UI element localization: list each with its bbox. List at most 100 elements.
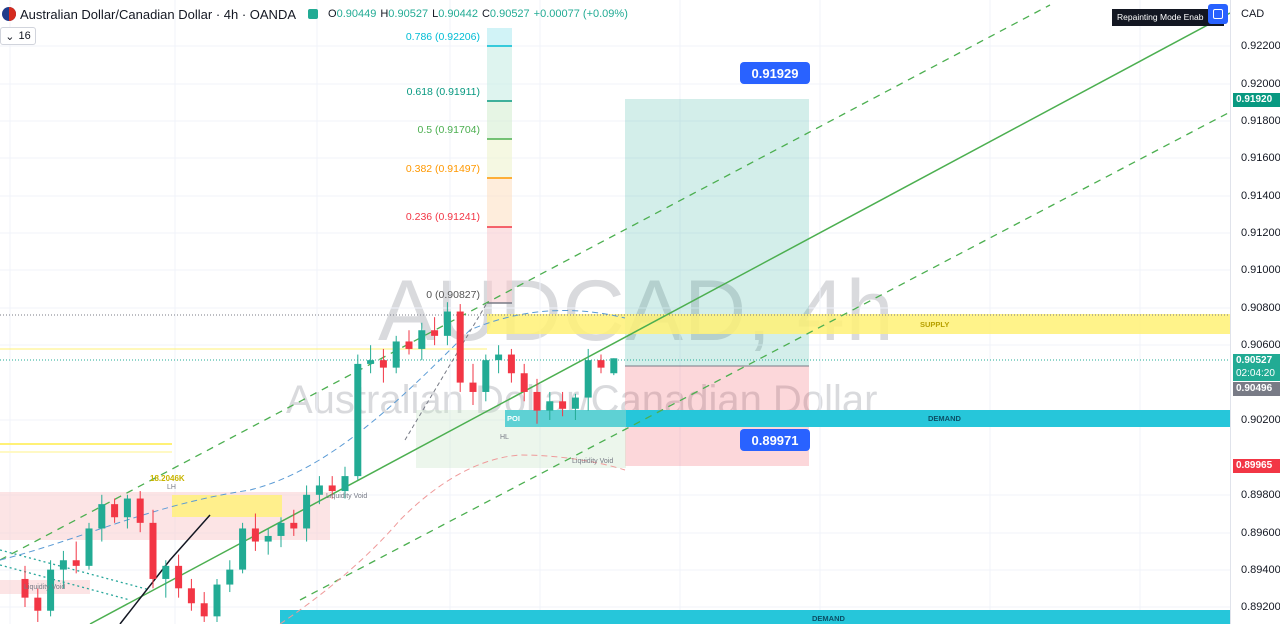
liquidity-void-label-3: Liquidity Void	[24, 584, 66, 591]
target-price-tag: 0.91920	[1233, 93, 1280, 107]
candle-body	[290, 522, 298, 529]
candle-body	[85, 528, 93, 566]
channel-lower-line	[299, 111, 1230, 601]
chart-area[interactable]: AUDCAD, 4h Australian Dollar/Canadian Do…	[0, 0, 1230, 624]
candle-body	[277, 522, 285, 536]
reference-price-tag: 0.90496	[1233, 382, 1280, 396]
chevron-down-icon: ⌄	[5, 30, 15, 43]
price-tick: 0.89400	[1241, 564, 1280, 576]
fib-band-382	[487, 139, 512, 178]
candle-body	[98, 504, 106, 529]
channel-upper-line	[0, 4, 1051, 561]
ohlc-low: L0.90442	[432, 8, 478, 20]
fib-band-236	[487, 178, 512, 227]
candle-body	[226, 569, 234, 585]
target-price-callout[interactable]: 0.91929	[740, 62, 810, 84]
price-tick: 0.91000	[1241, 264, 1280, 276]
price-tick: 0.92200	[1241, 40, 1280, 52]
candle-body	[379, 360, 387, 368]
indicator-count: 16	[18, 30, 31, 42]
candle-body	[72, 560, 80, 566]
fib-source-line	[404, 302, 488, 441]
liquidity-void-zone	[416, 410, 626, 468]
candle-body	[303, 494, 311, 529]
fib-band-786	[487, 28, 512, 46]
ohlc-change: +0.00077 (+0.09%)	[533, 8, 628, 20]
symbol-title[interactable]: Australian Dollar/Canadian Dollar · 4h ·…	[20, 6, 297, 22]
candles-group	[21, 302, 618, 622]
candle-body	[264, 535, 272, 542]
candle-body	[354, 363, 362, 477]
candle-body	[418, 330, 426, 349]
candle-body	[559, 401, 567, 409]
symbol-header: Australian Dollar/Canadian Dollar · 4h ·…	[0, 0, 1100, 28]
repaint-toggle-button[interactable]	[1208, 4, 1228, 24]
candle-body	[59, 560, 67, 570]
price-tick: 0.90600	[1241, 339, 1280, 351]
candle-body	[367, 360, 375, 364]
candle-body	[443, 311, 451, 336]
fib-label-786: 0.786 (0.92206)	[405, 31, 480, 43]
candle-body	[507, 354, 515, 374]
candle-body	[111, 504, 119, 518]
price-axis[interactable]: CAD 0.92200 0.92000 0.91800 0.91600 0.91…	[1230, 0, 1280, 624]
candle-body	[149, 522, 157, 579]
stop-price-tag: 0.89965	[1233, 459, 1280, 473]
candle-body	[482, 360, 490, 392]
ma-blue	[0, 310, 626, 561]
repaint-mode-badge: Repainting Mode Enab	[1112, 9, 1224, 26]
candle-body	[597, 360, 605, 368]
price-tick: 0.91600	[1241, 152, 1280, 164]
candle-body	[213, 584, 221, 617]
watermark-ticker: AUDCAD, 4h	[378, 263, 895, 359]
ohlc-close: C0.90527	[481, 8, 530, 20]
candle-body	[21, 578, 29, 598]
candle-body	[533, 391, 541, 411]
price-tick: 0.89800	[1241, 489, 1280, 501]
price-tick: 0.91800	[1241, 115, 1280, 127]
candle-body	[123, 498, 131, 518]
liquidity-void-label-2: Liquidity Void	[326, 493, 368, 500]
fib-label-618: 0.618 (0.91911)	[406, 86, 480, 98]
demand-label-upper: DEMAND	[928, 414, 961, 423]
hl-label: HL	[500, 434, 509, 441]
demand-zone-upper	[505, 410, 1230, 427]
teal-dotted-line	[0, 549, 151, 591]
fib-band-0	[487, 227, 512, 303]
candle-body	[239, 528, 247, 570]
candle-body	[546, 401, 554, 411]
candle-body	[47, 569, 55, 611]
indicators-toggle[interactable]: ⌄ 16	[0, 27, 36, 45]
candle-body	[175, 565, 183, 589]
candle-body	[328, 485, 336, 492]
candle-body	[34, 597, 42, 611]
fib-band-618	[487, 46, 512, 101]
price-tick: 0.91400	[1241, 190, 1280, 202]
stop-price-callout[interactable]: 0.89971	[740, 429, 810, 451]
candle-body	[610, 358, 618, 374]
currency-label[interactable]: CAD	[1241, 8, 1265, 20]
candle-body	[469, 382, 477, 392]
supply-zone	[487, 314, 1230, 334]
candle-body	[315, 485, 323, 495]
fib-band-5	[487, 101, 512, 139]
poi-label: POI	[507, 414, 520, 423]
channel-mid-line	[89, 12, 1230, 624]
candle-body	[520, 373, 528, 392]
candle-body	[341, 476, 349, 492]
candle-body	[200, 603, 208, 617]
candle-body	[187, 588, 195, 604]
bar-countdown-tag: 02:04:20	[1233, 367, 1280, 381]
yellow-zone-label: 18.2046K	[150, 474, 185, 483]
swing-arrow	[119, 514, 211, 624]
fib-label-236: 0.236 (0.91241)	[405, 211, 480, 223]
candle-body	[431, 330, 439, 336]
price-tick: 0.89200	[1241, 601, 1280, 613]
price-tick: 0.91200	[1241, 227, 1280, 239]
fib-label-0: 0 (0.90827)	[426, 289, 480, 301]
candle-body	[136, 498, 144, 523]
candle-body	[456, 311, 464, 383]
liquidity-void-label-1: Liquidity Void	[572, 458, 614, 465]
price-chart[interactable]	[0, 0, 1230, 624]
candle-body	[162, 565, 170, 579]
